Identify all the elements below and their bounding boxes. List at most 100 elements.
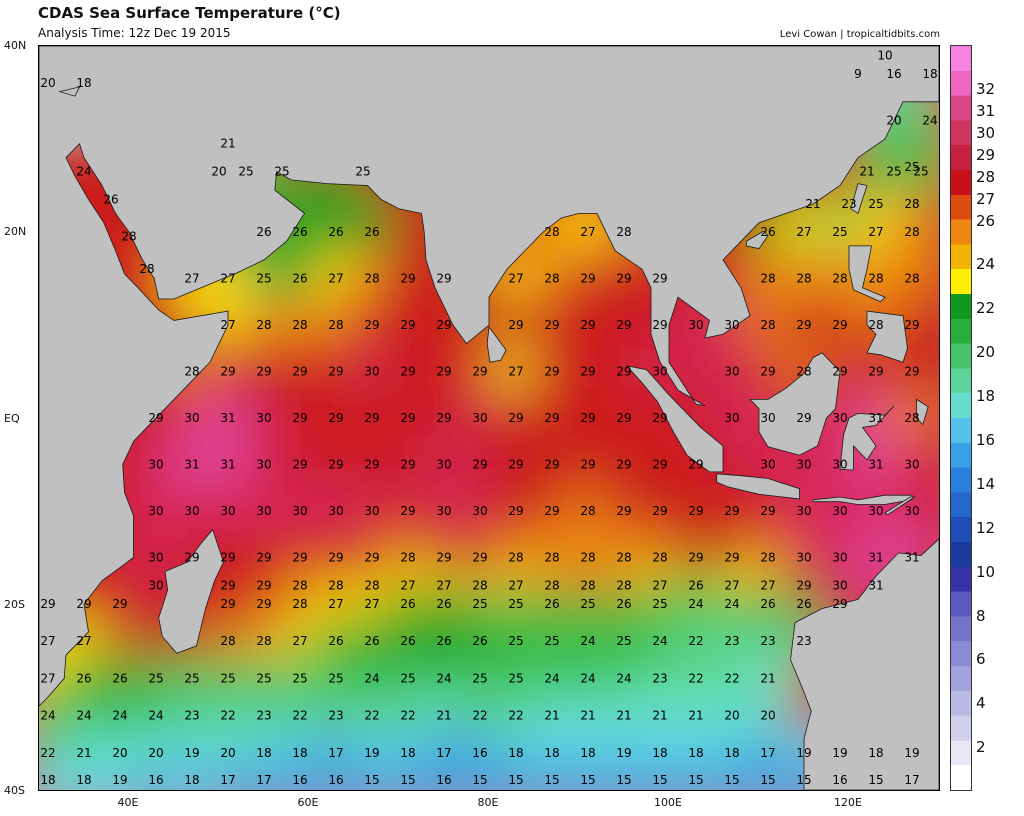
sst-value-label: 28 [904,411,919,425]
sst-cell [890,390,934,446]
sst-cell [98,767,142,790]
sst-value-label: 24 [922,113,937,127]
sst-value-label: 28 [796,272,811,286]
sst-value-label: 29 [508,318,523,332]
sst-cell [530,767,574,790]
lon-label-60e: 60E [297,796,319,809]
colorbar-tick-label: 26 [976,211,996,230]
sst-value-label: 22 [40,746,55,760]
sst-value-label: 24 [724,597,739,611]
sst-value-label: 29 [580,458,595,472]
sst-value-label: 21 [544,709,559,723]
sst-value-label: 25 [220,671,235,685]
sst-value-label: 30 [724,318,739,332]
sst-value-label: 29 [256,578,271,592]
sst-value-label: 30 [832,504,847,518]
sst-value-label: 26 [400,634,415,648]
sst-cell [710,767,754,790]
sst-cell [314,767,358,790]
sst-cell [62,767,106,790]
sst-value-label: 19 [112,773,127,787]
sst-value-label: 29 [292,458,307,472]
sst-value-label: 30 [148,458,163,472]
sst-value-label: 30 [472,504,487,518]
sst-value-label: 23 [760,634,775,648]
sst-value-label: 28 [616,551,631,565]
sst-value-label: 28 [544,225,559,239]
sst-value-label: 16 [328,773,343,787]
sst-value-label: 24 [148,709,163,723]
sst-cell [170,767,214,790]
sst-value-label: 28 [220,634,235,648]
sst-value-label: 28 [760,551,775,565]
sst-value-label: 16 [472,746,487,760]
sst-value-label: 30 [904,504,919,518]
sst-value-label: 19 [364,746,379,760]
java-island [716,473,800,500]
sst-value-label: 29 [508,458,523,472]
africa-arabia-asia-land [39,46,939,707]
colorbar-tick-label: 6 [976,650,986,669]
sst-value-label: 25 [652,597,667,611]
sst-cell [674,767,718,790]
sst-value-label: 25 [508,671,523,685]
sst-value-label: 29 [328,551,343,565]
sst-value-label: 29 [580,318,595,332]
sst-value-label: 17 [436,746,451,760]
sri-lanka-island [486,325,507,363]
sst-value-label: 25 [328,671,343,685]
sst-value-label: 31 [220,411,235,425]
sst-value-label: 29 [364,411,379,425]
sst-value-label: 28 [472,578,487,592]
sst-value-label: 27 [508,578,523,592]
sst-value-label: 20 [220,746,235,760]
sst-value-label: 28 [364,578,379,592]
sst-value-label: 27 [868,225,883,239]
sst-value-label: 27 [364,597,379,611]
colorbar-tick-label: 27 [976,189,996,208]
sst-value-label: 29 [652,504,667,518]
sst-value-label: 28 [616,225,631,239]
sst-value-label: 20 [40,76,55,90]
sst-value-label: 29 [400,504,415,518]
sst-value-label: 25 [238,165,253,179]
sst-value-label: 29 [760,365,775,379]
sst-value-label: 29 [688,551,703,565]
sst-value-label: 31 [868,551,883,565]
sst-value-label: 25 [256,272,271,286]
sst-value-label: 31 [868,411,883,425]
sst-value-label: 26 [436,634,451,648]
sst-value-label: 27 [724,578,739,592]
sst-value-label: 27 [400,578,415,592]
lon-label-80e: 80E [477,796,499,809]
colorbar-tick-label: 10 [976,562,996,581]
sst-value-label: 26 [364,634,379,648]
sst-value-label: 29 [760,504,775,518]
lon-label-100e: 100E [654,796,682,809]
sst-value-label: 26 [328,634,343,648]
sst-value-label: 19 [832,746,847,760]
lon-label-40e: 40E [117,796,139,809]
sst-value-label: 16 [436,773,451,787]
sst-value-label: 25 [184,671,199,685]
timor-island [884,496,917,516]
sst-value-label: 26 [544,597,559,611]
sst-cell [206,767,250,790]
sst-value-label: 28 [796,365,811,379]
sst-value-label: 18 [868,746,883,760]
sst-value-label: 28 [580,551,595,565]
sst-value-label: 30 [796,458,811,472]
sst-value-label: 28 [832,272,847,286]
sst-value-label: 24 [580,671,595,685]
sst-value-label: 30 [292,504,307,518]
sst-value-label: 27 [436,578,451,592]
colorbar-tick-label: 4 [976,694,986,713]
sst-value-label: 29 [328,411,343,425]
sst-value-label: 25 [832,225,847,239]
lat-label-20n: 20N [4,225,27,238]
sst-value-label: 23 [796,634,811,648]
sst-value-label: 22 [724,671,739,685]
sst-value-label: 28 [760,318,775,332]
sst-value-label: 24 [364,671,379,685]
sst-value-label: 26 [112,671,127,685]
